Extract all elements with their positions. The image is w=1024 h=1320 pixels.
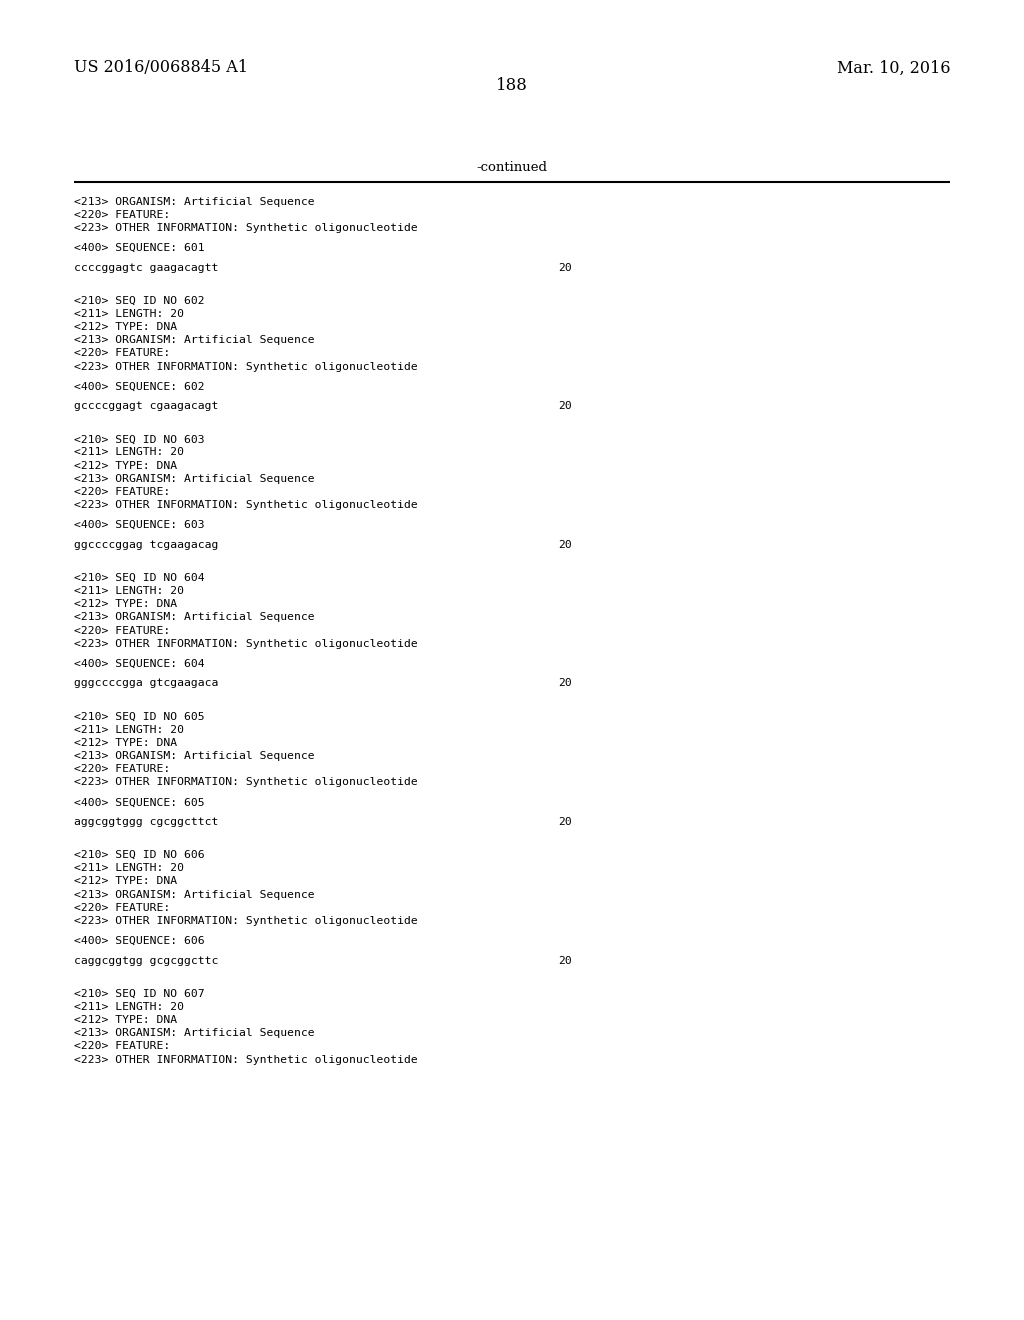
Text: <220> FEATURE:: <220> FEATURE: [74,764,170,775]
Text: <213> ORGANISM: Artificial Sequence: <213> ORGANISM: Artificial Sequence [74,890,314,900]
Text: <211> LENGTH: 20: <211> LENGTH: 20 [74,725,183,735]
Text: <213> ORGANISM: Artificial Sequence: <213> ORGANISM: Artificial Sequence [74,335,314,346]
Text: <400> SEQUENCE: 606: <400> SEQUENCE: 606 [74,936,205,946]
Text: <210> SEQ ID NO 606: <210> SEQ ID NO 606 [74,850,205,861]
Text: gggccccgga gtcgaagaca: gggccccgga gtcgaagaca [74,678,218,689]
Text: <220> FEATURE:: <220> FEATURE: [74,487,170,498]
Text: <223> OTHER INFORMATION: Synthetic oligonucleotide: <223> OTHER INFORMATION: Synthetic oligo… [74,1055,418,1065]
Text: <213> ORGANISM: Artificial Sequence: <213> ORGANISM: Artificial Sequence [74,612,314,623]
Text: 20: 20 [558,401,571,412]
Text: <212> TYPE: DNA: <212> TYPE: DNA [74,1015,177,1026]
Text: <210> SEQ ID NO 602: <210> SEQ ID NO 602 [74,296,205,306]
Text: US 2016/0068845 A1: US 2016/0068845 A1 [74,59,248,77]
Text: <400> SEQUENCE: 604: <400> SEQUENCE: 604 [74,659,205,669]
Text: <213> ORGANISM: Artificial Sequence: <213> ORGANISM: Artificial Sequence [74,474,314,484]
Text: 188: 188 [496,77,528,94]
Text: <212> TYPE: DNA: <212> TYPE: DNA [74,599,177,610]
Text: 20: 20 [558,263,571,273]
Text: <220> FEATURE:: <220> FEATURE: [74,903,170,913]
Text: <212> TYPE: DNA: <212> TYPE: DNA [74,461,177,471]
Text: <400> SEQUENCE: 602: <400> SEQUENCE: 602 [74,381,205,392]
Text: <213> ORGANISM: Artificial Sequence: <213> ORGANISM: Artificial Sequence [74,751,314,762]
Text: <211> LENGTH: 20: <211> LENGTH: 20 [74,309,183,319]
Text: <211> LENGTH: 20: <211> LENGTH: 20 [74,447,183,458]
Text: <223> OTHER INFORMATION: Synthetic oligonucleotide: <223> OTHER INFORMATION: Synthetic oligo… [74,916,418,927]
Text: <210> SEQ ID NO 604: <210> SEQ ID NO 604 [74,573,205,583]
Text: <223> OTHER INFORMATION: Synthetic oligonucleotide: <223> OTHER INFORMATION: Synthetic oligo… [74,362,418,372]
Text: <210> SEQ ID NO 607: <210> SEQ ID NO 607 [74,989,205,999]
Text: <223> OTHER INFORMATION: Synthetic oligonucleotide: <223> OTHER INFORMATION: Synthetic oligo… [74,639,418,649]
Text: <223> OTHER INFORMATION: Synthetic oligonucleotide: <223> OTHER INFORMATION: Synthetic oligo… [74,223,418,234]
Text: <210> SEQ ID NO 605: <210> SEQ ID NO 605 [74,711,205,722]
Text: gccccggagt cgaagacagt: gccccggagt cgaagacagt [74,401,218,412]
Text: <211> LENGTH: 20: <211> LENGTH: 20 [74,1002,183,1012]
Text: Mar. 10, 2016: Mar. 10, 2016 [837,59,950,77]
Text: <223> OTHER INFORMATION: Synthetic oligonucleotide: <223> OTHER INFORMATION: Synthetic oligo… [74,500,418,511]
Text: <220> FEATURE:: <220> FEATURE: [74,348,170,359]
Text: <212> TYPE: DNA: <212> TYPE: DNA [74,322,177,333]
Text: <210> SEQ ID NO 603: <210> SEQ ID NO 603 [74,434,205,445]
Text: aggcggtggg cgcggcttct: aggcggtggg cgcggcttct [74,817,218,828]
Text: <400> SEQUENCE: 605: <400> SEQUENCE: 605 [74,797,205,808]
Text: <212> TYPE: DNA: <212> TYPE: DNA [74,876,177,887]
Text: 20: 20 [558,956,571,966]
Text: ggccccggag tcgaagacag: ggccccggag tcgaagacag [74,540,218,550]
Text: <400> SEQUENCE: 603: <400> SEQUENCE: 603 [74,520,205,531]
Text: <223> OTHER INFORMATION: Synthetic oligonucleotide: <223> OTHER INFORMATION: Synthetic oligo… [74,777,418,788]
Text: -continued: -continued [476,161,548,174]
Text: <213> ORGANISM: Artificial Sequence: <213> ORGANISM: Artificial Sequence [74,197,314,207]
Text: <220> FEATURE:: <220> FEATURE: [74,210,170,220]
Text: <220> FEATURE:: <220> FEATURE: [74,626,170,636]
Text: <220> FEATURE:: <220> FEATURE: [74,1041,170,1052]
Text: <211> LENGTH: 20: <211> LENGTH: 20 [74,586,183,597]
Text: 20: 20 [558,817,571,828]
Text: <213> ORGANISM: Artificial Sequence: <213> ORGANISM: Artificial Sequence [74,1028,314,1039]
Text: ccccggagtc gaagacagtt: ccccggagtc gaagacagtt [74,263,218,273]
Text: <211> LENGTH: 20: <211> LENGTH: 20 [74,863,183,874]
Text: <212> TYPE: DNA: <212> TYPE: DNA [74,738,177,748]
Text: caggcggtgg gcgcggcttc: caggcggtgg gcgcggcttc [74,956,218,966]
Text: 20: 20 [558,678,571,689]
Text: 20: 20 [558,540,571,550]
Text: <400> SEQUENCE: 601: <400> SEQUENCE: 601 [74,243,205,253]
